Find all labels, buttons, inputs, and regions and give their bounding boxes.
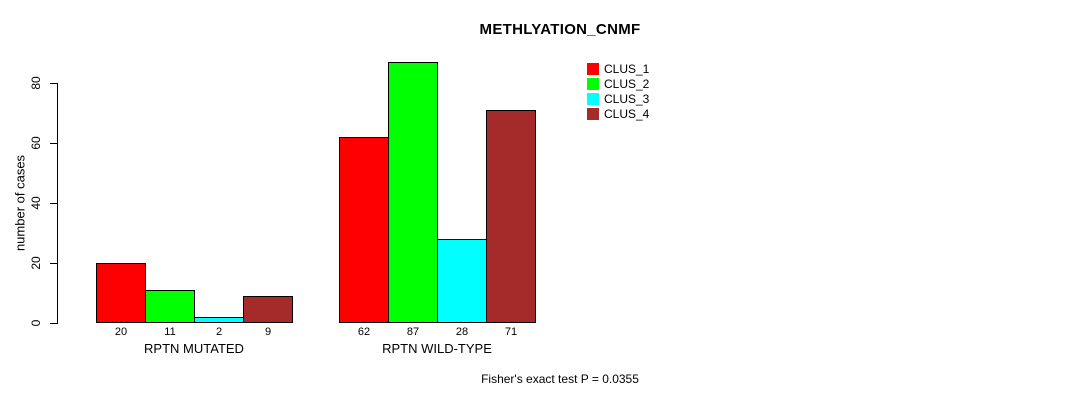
legend-label: CLUS_1 — [604, 62, 650, 76]
bar-clus_1-1 — [96, 263, 146, 323]
legend-item-clus_3: CLUS_3 — [587, 93, 649, 105]
legend-item-clus_4: CLUS_4 — [587, 108, 649, 120]
bar-clus_1-2 — [339, 137, 389, 323]
y-tick-label: 40 — [29, 196, 43, 210]
y-tick — [50, 263, 57, 264]
chart-title: METHLYATION_CNMF — [479, 21, 641, 38]
bar-value-label: 2 — [215, 326, 223, 338]
y-tick-label: 20 — [29, 256, 43, 270]
bar-value-label: 11 — [164, 326, 176, 338]
bar-clus_3-2 — [437, 239, 487, 323]
bar-clus_4-2 — [486, 110, 536, 323]
y-axis-line — [57, 83, 58, 324]
y-axis-label: number of cases — [12, 154, 28, 252]
y-tick-label: 60 — [29, 136, 43, 150]
y-tick — [50, 203, 57, 204]
bar-value-label: 71 — [504, 326, 518, 338]
legend-label: CLUS_4 — [604, 107, 650, 121]
group-label-2: RPTN WILD-TYPE — [382, 341, 492, 356]
legend-swatch-icon — [587, 108, 599, 120]
y-tick — [50, 323, 57, 324]
bar-value-label: 62 — [357, 326, 371, 338]
bar-clus_4-1 — [243, 296, 293, 323]
bar-clus_2-2 — [388, 62, 438, 323]
y-tick — [50, 143, 57, 144]
bar-clus_3-1 — [194, 317, 244, 323]
legend-swatch-icon — [587, 93, 599, 105]
legend-swatch-icon — [587, 78, 599, 90]
group-label-1: RPTN MUTATED — [144, 341, 244, 356]
bar-clus_2-1 — [145, 290, 195, 323]
annotation-text: Fisher's exact test P = 0.0355 — [481, 372, 639, 386]
legend-swatch-icon — [587, 63, 599, 75]
legend-item-clus_1: CLUS_1 — [587, 63, 649, 75]
bar-value-label: 28 — [455, 326, 469, 338]
legend-item-clus_2: CLUS_2 — [587, 78, 649, 90]
legend-label: CLUS_2 — [604, 77, 650, 91]
legend: CLUS_1 CLUS_2 CLUS_3 CLUS_4 — [587, 63, 649, 123]
y-tick-label: 80 — [29, 76, 43, 90]
legend-label: CLUS_3 — [604, 92, 650, 106]
bar-value-label: 20 — [114, 326, 128, 338]
bar-value-label: 87 — [406, 326, 420, 338]
y-tick-label: 0 — [29, 319, 43, 327]
y-tick — [50, 83, 57, 84]
bar-value-label: 9 — [264, 326, 272, 338]
